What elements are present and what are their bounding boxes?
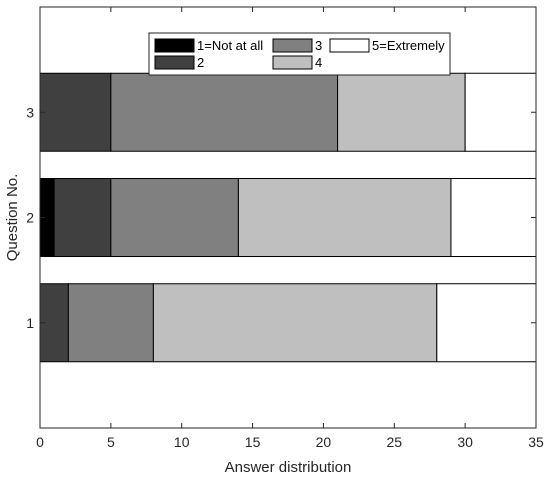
legend-swatch: [154, 38, 195, 53]
x-axis-ticks: 0 5 10 15 20 25 30 35: [36, 7, 544, 450]
x-tick-label: 30: [457, 434, 473, 450]
bar-q1-s3: [67, 283, 154, 363]
x-axis-label: Answer distribution: [225, 459, 352, 476]
y-tick-label: 1: [26, 315, 34, 331]
y-axis-label: Question No.: [4, 174, 21, 262]
legend-swatch: [329, 38, 370, 53]
bars-layer: [39, 72, 537, 363]
legend-swatch: [272, 55, 313, 70]
x-tick-label: 10: [174, 434, 190, 450]
x-tick-label: 5: [107, 434, 115, 450]
legend: 1=Not at all 2 3 4 5=Extremely: [148, 32, 451, 76]
y-tick-label: 2: [26, 210, 34, 226]
legend-swatch: [154, 55, 195, 70]
legend-label: 3: [315, 38, 322, 53]
bar-q3-s3: [110, 72, 339, 152]
x-tick-label: 35: [528, 434, 544, 450]
bar-q3-s2: [39, 72, 112, 152]
bar-q3-s4: [337, 72, 466, 152]
legend-label: 4: [315, 55, 322, 70]
x-tick-label: 25: [386, 434, 402, 450]
bar-q3-s5: [464, 72, 537, 152]
legend-label: 1=Not at all: [197, 38, 263, 53]
bar-q1-s4: [152, 283, 438, 363]
bar-q2-s3: [110, 178, 239, 257]
x-tick-label: 15: [245, 434, 261, 450]
bar-q2-s2: [53, 178, 112, 257]
y-axis-ticks: 1 2 3: [26, 104, 536, 331]
bar-q2-s4: [237, 178, 452, 257]
bar-q2-s5: [450, 178, 537, 257]
legend-label: 5=Extremely: [372, 38, 445, 53]
x-tick-label: 20: [316, 434, 332, 450]
legend-label: 2: [197, 55, 204, 70]
y-tick-label: 3: [26, 104, 34, 120]
x-tick-label: 0: [36, 434, 44, 450]
bar-q1-s5: [436, 283, 537, 363]
legend-swatch: [272, 38, 313, 53]
